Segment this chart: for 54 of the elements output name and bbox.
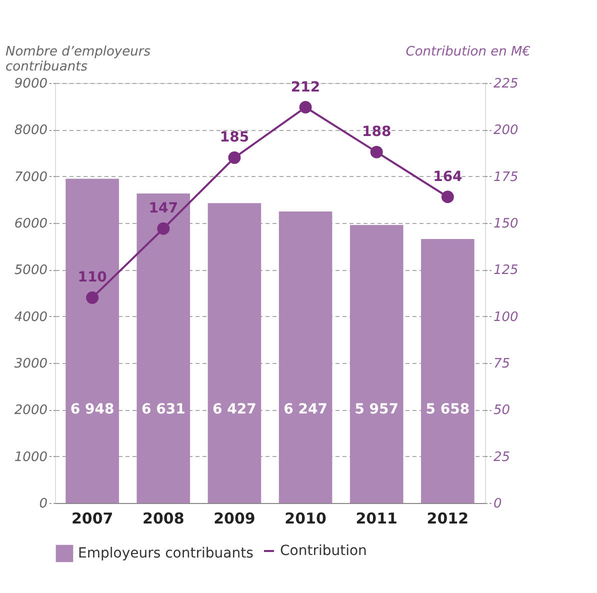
y-tick-label: 5000 <box>14 263 48 278</box>
x-tick-label: 2011 <box>356 510 398 528</box>
y-tick-label: 7000 <box>14 170 48 185</box>
point <box>370 146 383 158</box>
y2-tick-label: 75 <box>494 356 510 372</box>
data-label: 5 658 <box>426 402 470 418</box>
y2-tick-label: 225 <box>494 76 518 92</box>
y-tick-label: 8000 <box>14 123 48 138</box>
bar <box>350 225 404 503</box>
bar <box>66 178 119 503</box>
x-tick-label: 2007 <box>71 510 114 528</box>
y2-axis-title: Contribution en M€ <box>406 44 530 60</box>
point <box>299 101 312 114</box>
data-label: 6 631 <box>141 402 186 418</box>
y2-tick-label: 0 <box>494 496 502 512</box>
data-label: 164 <box>433 168 463 185</box>
data-label: 147 <box>148 200 178 217</box>
y2-tick-label: 150 <box>494 216 518 232</box>
data-label: 212 <box>290 79 320 96</box>
y2-tick-label: 175 <box>494 170 518 185</box>
y-axis-title: Nombre d’employeurs contribuants <box>6 44 151 74</box>
point <box>86 291 99 304</box>
data-label: 6 247 <box>284 402 328 418</box>
y-tick-label: 9000 <box>14 76 48 92</box>
point <box>228 151 241 164</box>
y-tick-label: 3000 <box>14 356 48 372</box>
y-tick-label: 2000 <box>14 403 48 418</box>
bar <box>421 238 474 503</box>
y2-tick-label: 50 <box>494 403 510 418</box>
y-tick-label: 1000 <box>14 450 48 465</box>
point <box>441 190 454 204</box>
bar <box>136 194 190 503</box>
y2-tick-label: 25 <box>494 450 510 465</box>
legend-label: Employeurs contribuants <box>78 546 254 562</box>
data-label: 188 <box>362 124 392 140</box>
legend-label: Contribution <box>280 543 367 559</box>
y2-tick-label: 100 <box>494 310 518 325</box>
data-label: 6 427 <box>212 402 256 418</box>
x-tick-label: 2010 <box>284 510 326 528</box>
data-label: 185 <box>220 130 250 146</box>
data-label: 5 957 <box>354 402 399 418</box>
y-tick-label: 6000 <box>14 216 48 232</box>
bar <box>208 203 262 503</box>
y2-tick-label: 125 <box>494 263 518 278</box>
x-tick-label: 2008 <box>142 510 184 528</box>
x-tick-label: 2009 <box>214 510 256 528</box>
point <box>157 222 170 235</box>
y-tick-label: 4000 <box>14 310 48 325</box>
data-label: 110 <box>78 270 108 286</box>
y-tick-label: 0 <box>39 496 48 512</box>
y2-tick-label: 200 <box>494 123 518 138</box>
bar <box>278 211 332 503</box>
data-label: 6 948 <box>70 402 114 418</box>
x-tick-label: 2012 <box>426 510 469 528</box>
